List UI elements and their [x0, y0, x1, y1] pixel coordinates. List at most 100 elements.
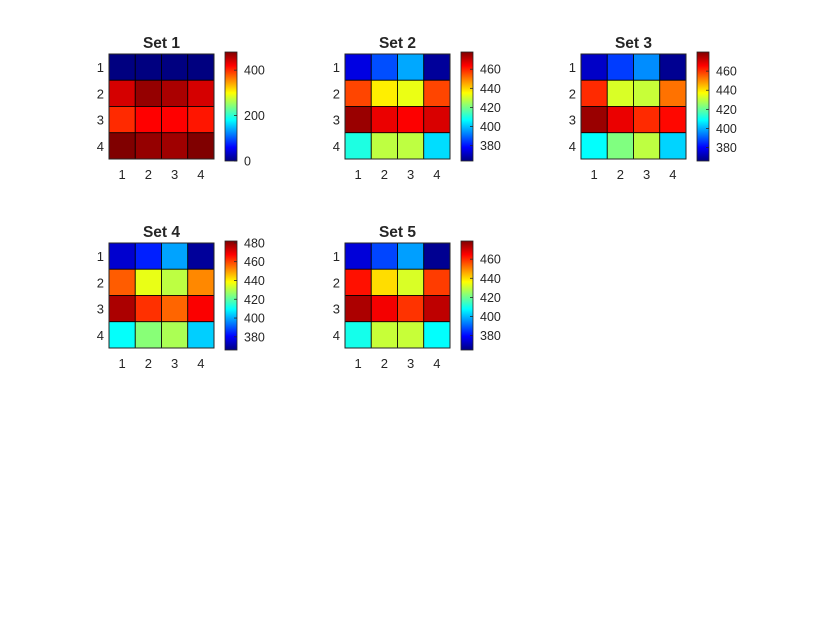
x-tick-label: 3 — [171, 356, 178, 371]
colorbar-tick-label: 440 — [480, 272, 501, 286]
heatmap-cell — [370, 295, 398, 323]
y-tick-label: 3 — [333, 113, 340, 128]
heatmap-cell — [344, 242, 372, 270]
heatmap-cell — [423, 79, 451, 107]
colorbar-tick-label: 400 — [716, 122, 737, 136]
colorbar-tick-label: 420 — [480, 291, 501, 305]
heatmap-cell — [397, 106, 425, 134]
heatmap-cell — [423, 53, 451, 81]
x-tick-label: 4 — [433, 356, 440, 371]
x-tick-label: 2 — [145, 167, 152, 182]
heatmap-cell — [633, 106, 661, 134]
heatmap-cell — [580, 53, 608, 81]
colorbar-tick-label: 460 — [480, 63, 501, 77]
heatmap-cell — [344, 79, 372, 107]
colorbar-tick-label: 460 — [480, 253, 501, 267]
heatmap-cell — [108, 268, 136, 296]
panel-title: Set 5 — [379, 224, 416, 241]
x-tick-label: 4 — [669, 167, 676, 182]
heatmap-cell — [187, 53, 215, 81]
heatmap-cell — [344, 268, 372, 296]
x-tick-label: 2 — [145, 356, 152, 371]
heatmap-cell — [423, 132, 451, 160]
heatmap-cell — [423, 321, 451, 349]
heatmap-cell — [187, 321, 215, 349]
heatmap-cell — [108, 295, 136, 323]
heatmap-cell — [659, 106, 687, 134]
x-tick-label: 4 — [197, 356, 204, 371]
heatmap-cell — [633, 53, 661, 81]
heatmap-cell — [161, 132, 189, 160]
heatmap-cell — [370, 321, 398, 349]
y-tick-label: 4 — [569, 139, 576, 154]
heatmap-cell — [580, 132, 608, 160]
heatmap-cell — [423, 106, 451, 134]
heatmap-cell — [606, 106, 634, 134]
heatmap-frame — [108, 53, 215, 160]
heatmap-cell — [397, 268, 425, 296]
y-tick-label: 4 — [97, 139, 104, 154]
heatmap-cell — [187, 79, 215, 107]
x-tick-label: 2 — [381, 356, 388, 371]
colorbar-tick-label: 0 — [244, 155, 251, 169]
y-tick-label: 3 — [569, 113, 576, 128]
colorbar-tick-label: 420 — [480, 101, 501, 115]
y-tick-label: 1 — [333, 249, 340, 264]
heatmap-cell — [344, 321, 372, 349]
heatmap-cell — [187, 132, 215, 160]
colorbar-tick-label: 480 — [244, 236, 265, 250]
y-tick-label: 2 — [333, 86, 340, 101]
heatmap-cell — [134, 53, 162, 81]
panel-title: Set 3 — [615, 35, 652, 52]
y-tick-label: 3 — [333, 302, 340, 317]
y-tick-label: 2 — [569, 86, 576, 101]
y-tick-label: 4 — [333, 139, 340, 154]
heatmap-frame — [344, 53, 451, 160]
heatmap-cell — [423, 295, 451, 323]
heatmap-cell — [397, 53, 425, 81]
x-tick-label: 1 — [355, 167, 362, 182]
x-tick-label: 3 — [407, 167, 414, 182]
heatmap-cell — [370, 106, 398, 134]
heatmap-cell — [134, 79, 162, 107]
heatmap-cell — [344, 53, 372, 81]
x-tick-label: 4 — [197, 167, 204, 182]
y-tick-label: 2 — [97, 275, 104, 290]
y-tick-label: 1 — [97, 60, 104, 75]
heatmap-cell — [370, 132, 398, 160]
heatmap-cell — [108, 321, 136, 349]
x-tick-label: 1 — [591, 167, 598, 182]
heatmap-cell — [370, 268, 398, 296]
heatmap-cell — [187, 268, 215, 296]
y-tick-label: 3 — [97, 113, 104, 128]
heatmap-cell — [397, 242, 425, 270]
colorbar — [696, 51, 710, 162]
colorbar-tick-label: 380 — [716, 141, 737, 155]
colorbar-tick-label: 440 — [480, 82, 501, 96]
heatmap-cell — [134, 132, 162, 160]
colorbar-tick-label: 420 — [244, 293, 265, 307]
heatmap-cell — [344, 295, 372, 323]
heatmap-frame — [580, 53, 687, 160]
x-tick-label: 1 — [355, 356, 362, 371]
colorbar-tick-label: 380 — [480, 139, 501, 153]
heatmap-frame — [108, 242, 215, 349]
colorbar-tick-label: 400 — [480, 120, 501, 134]
heatmap-frame — [344, 242, 451, 349]
heatmap-cell — [397, 295, 425, 323]
heatmap-cell — [134, 295, 162, 323]
colorbar-tick-label: 400 — [480, 310, 501, 324]
heatmap-cell — [633, 79, 661, 107]
heatmap-cell — [187, 242, 215, 270]
heatmap-cell — [633, 132, 661, 160]
heatmap-cell — [397, 132, 425, 160]
colorbar — [460, 51, 474, 162]
heatmap-cell — [134, 321, 162, 349]
heatmap-cell — [161, 53, 189, 81]
heatmap-cell — [397, 321, 425, 349]
heatmap-cell — [370, 53, 398, 81]
colorbar-tick-label: 380 — [480, 329, 501, 343]
